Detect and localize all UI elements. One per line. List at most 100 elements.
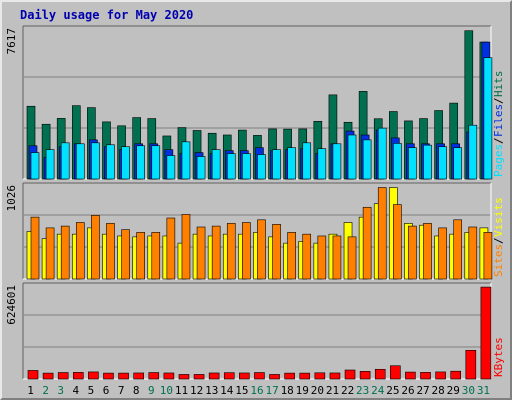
sites-bar (302, 233, 312, 280)
x-tick-label: 4 (73, 384, 80, 397)
pages-bar (408, 147, 417, 180)
x-tick-label: 3 (57, 384, 64, 397)
x-tick-label: 24 (371, 384, 385, 397)
pages-bar (393, 143, 402, 180)
pages-bar (151, 145, 161, 180)
sites-bar (257, 219, 266, 280)
sites-bar (438, 227, 447, 280)
x-tick-label: 19 (296, 384, 309, 397)
x-tick-label: 15 (235, 384, 248, 397)
sites-bar (362, 206, 372, 280)
kbytes-bar (103, 372, 114, 380)
x-tick-label: 6 (103, 384, 110, 397)
x-tick-label: 23 (356, 384, 369, 397)
legend-separator: / (492, 237, 505, 244)
kbytes-bar (148, 372, 160, 380)
sites-bar (136, 232, 145, 280)
pages-bar (423, 144, 432, 180)
sites-bar (45, 227, 55, 280)
kbytes-bar (465, 349, 477, 380)
x-tick-label: 21 (326, 384, 339, 397)
sites-bar (453, 219, 463, 280)
x-tick-label: 28 (432, 384, 445, 397)
x-tick-label: 16 (250, 384, 263, 397)
kbytes-bar (299, 372, 311, 380)
x-tick-label: 10 (160, 384, 173, 397)
kbytes-bar (133, 372, 144, 380)
x-tick-label: 27 (416, 384, 429, 397)
pages-bar (91, 142, 100, 180)
pages-bar (483, 57, 493, 180)
sites-bar (393, 204, 402, 280)
pages-bar (121, 146, 130, 180)
sites-bar (272, 224, 281, 280)
x-tick-label: 30 (462, 384, 475, 397)
kbytes-bar (88, 371, 99, 380)
x-tick-label: 9 (148, 384, 155, 397)
kbytes-bar (118, 372, 129, 380)
kbytes-bar (450, 370, 462, 380)
x-tick-label: 17 (265, 384, 278, 397)
kbytes-bar (405, 371, 416, 380)
kbytes-bar (314, 372, 326, 380)
kbytes-bar (329, 372, 341, 380)
x-tick-label: 7 (118, 384, 125, 397)
pages-bar (453, 147, 463, 180)
sites-bar (196, 226, 206, 280)
plot-area-2 (23, 283, 491, 379)
legend-separator: / (492, 97, 505, 104)
x-tick-label: 31 (477, 384, 490, 397)
kbytes-bar (344, 369, 356, 380)
kbytes-bar (223, 372, 235, 380)
legend-visits: Visits (492, 197, 505, 237)
pages-bar (136, 145, 145, 180)
x-tick-label: 14 (220, 384, 234, 397)
y-max-label-1: 1026 (5, 185, 18, 212)
pages-bar (362, 139, 372, 180)
kbytes-bar (178, 374, 190, 380)
x-tick-label: 12 (190, 384, 203, 397)
legend-sites: Sites (492, 244, 505, 277)
sites-bar (468, 226, 478, 280)
x-tick-label: 11 (175, 384, 188, 397)
pages-bar (272, 149, 281, 180)
x-tick-label: 13 (205, 384, 218, 397)
sites-bar (242, 222, 251, 280)
y-max-label-0: 7617 (5, 28, 18, 55)
kbytes-bar (27, 370, 39, 380)
pages-bar (181, 141, 191, 180)
sites-bar (347, 236, 357, 280)
sites-bar (317, 235, 327, 280)
legend-separator: / (492, 137, 505, 144)
pages-bar (60, 142, 70, 180)
sites-bar (30, 216, 40, 280)
pages-bar (438, 146, 447, 180)
x-tick-label: 1 (27, 384, 34, 397)
pages-bar (377, 127, 387, 180)
kbytes-bar (239, 372, 250, 380)
sites-bar (332, 235, 342, 280)
pages-bar (30, 152, 40, 180)
kbytes-bar (57, 372, 69, 380)
sites-bar (287, 232, 296, 280)
x-tick-label: 20 (311, 384, 324, 397)
pages-bar (257, 154, 266, 180)
kbytes-bar (284, 372, 295, 380)
sites-bar (377, 187, 387, 280)
pages-bar (242, 153, 251, 180)
pages-bar (468, 124, 478, 180)
x-tick-label: 8 (133, 384, 140, 397)
kbytes-bar (390, 365, 401, 380)
pages-bar (226, 153, 236, 180)
pages-bar (287, 147, 296, 180)
kbytes-bar (42, 372, 54, 380)
legend-hits: Hits (492, 71, 505, 98)
kbytes-bar (163, 372, 175, 380)
sites-bar (121, 229, 130, 280)
legend-files: Files (492, 104, 505, 137)
pages-bar (302, 142, 312, 180)
kbytes-bar (208, 372, 220, 380)
pages-bar (45, 149, 55, 180)
